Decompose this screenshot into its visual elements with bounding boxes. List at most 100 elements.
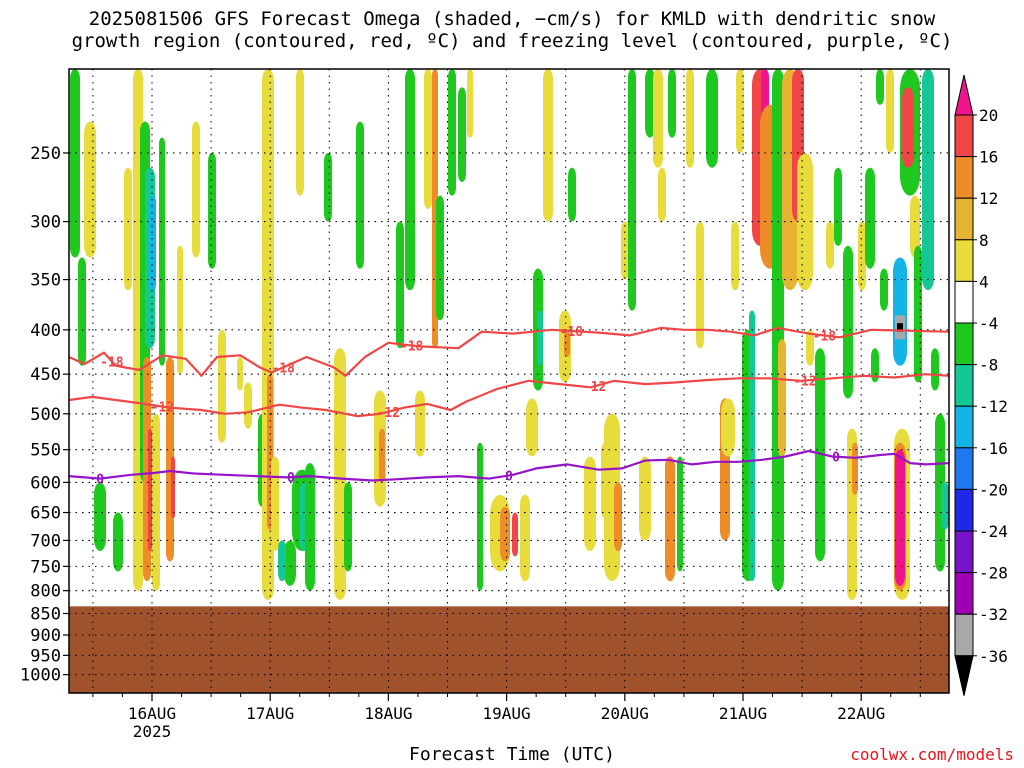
colorbar-tick-label: -28 [979, 564, 1008, 583]
colorbar-swatch [954, 197, 974, 241]
omega-patch [941, 482, 949, 530]
contour-label: -12 [583, 380, 606, 395]
omega-patch [665, 456, 675, 582]
omega-patch [124, 167, 132, 291]
omega-patch [653, 69, 663, 168]
x-tick-label: 19AUG [483, 704, 531, 723]
omega-patch [477, 442, 483, 591]
colorbar-swatch [954, 572, 974, 615]
omega-patch [628, 69, 636, 311]
omega-patch [356, 121, 364, 269]
omega-patch [271, 456, 279, 552]
omega-patch [278, 540, 286, 582]
omega-patch [113, 512, 123, 572]
y-tick-label: 250 [30, 144, 61, 164]
omega-patch [512, 512, 518, 557]
colorbar-arrow-top [954, 74, 974, 116]
below-ground-mask [69, 606, 949, 693]
contour-label: -18 [400, 339, 424, 354]
colorbar-swatch [954, 114, 974, 158]
omega-patch [520, 494, 530, 582]
contour-label: -12 [377, 406, 400, 421]
omega-patch [686, 69, 694, 168]
contour--18 [69, 326, 949, 377]
x-axis-title: Forecast Time (UTC) [409, 744, 615, 765]
colorbar-tick-label: -8 [979, 356, 998, 375]
y-tick-label: 300 [30, 213, 61, 233]
x-tick-label: 21AUG [719, 704, 767, 723]
x-axis: 16AUG 17AUG 18AUG 19AUG 20AUG 21AUG 22AUG 2025 [92, 693, 921, 741]
colorbar: 20 16 12 8 4 -4 -8 -12 -16 -20 -24 -28 -32 -36 [954, 74, 1008, 696]
omega-patch [177, 245, 183, 375]
contour-label: -12 [151, 401, 174, 416]
contour-label: 0 [96, 473, 104, 488]
omega-patch [815, 348, 825, 562]
omega-patch [645, 69, 655, 138]
colorbar-swatch [954, 364, 974, 407]
omega-patch [797, 152, 813, 291]
omega-patch [852, 442, 858, 495]
omega-patch [152, 413, 160, 591]
omega-patch [396, 221, 404, 349]
y-tick-label: 850 [30, 604, 61, 624]
omega-patch [621, 221, 629, 280]
omega-patch [706, 69, 718, 168]
colorbar-swatch [954, 322, 974, 366]
omega-patch [543, 69, 553, 222]
omega-patch [843, 245, 853, 399]
colorbar-tick-label: 8 [979, 231, 989, 250]
omega-patch [658, 167, 666, 222]
contour--12 [69, 373, 949, 418]
contour-label: -18 [100, 355, 124, 370]
chart-title-line-2: growth region (contoured, red, ºC) and f… [71, 30, 953, 52]
contour-label: -18 [560, 325, 584, 340]
omega-patch [526, 398, 538, 457]
omega-patch [893, 257, 907, 366]
omega-patch [424, 69, 432, 209]
omega-patch [78, 257, 86, 366]
contour-0 [69, 449, 949, 482]
omega-patch [858, 221, 866, 291]
colorbar-tick-label: -20 [979, 480, 1008, 499]
omega-patch [826, 221, 834, 269]
colorbar-tick-label: 20 [979, 106, 998, 125]
y-tick-label: 950 [30, 646, 61, 666]
omega-patch [159, 137, 165, 366]
omega-patch [458, 87, 466, 182]
colorbar-tick-label: -32 [979, 605, 1008, 624]
y-tick-label: 500 [30, 405, 61, 425]
chart-title-line-1: 2025081506 GFS Forecast Omega (shaded, −… [88, 8, 936, 30]
x-tick-label: 20AUG [601, 704, 649, 723]
omega-patch [296, 69, 304, 196]
omega-patch [922, 69, 934, 291]
y-tick-label: 750 [30, 557, 61, 577]
omega-patch [305, 463, 315, 591]
y-tick-label: 600 [30, 473, 61, 493]
omega-patch [895, 449, 905, 586]
contour-label: -18 [813, 329, 837, 344]
y-tick-label: 550 [30, 441, 61, 461]
site-credit[interactable]: coolwx.com/models [850, 745, 1014, 764]
omega-patch [70, 69, 80, 258]
contour-lines: -18 -18 -18 -18 -18 -12 -12 -12 -12 0 0 0 0 [69, 325, 949, 488]
colorbar-swatch [954, 613, 974, 657]
y-tick-label: 450 [30, 365, 61, 385]
contour-label: 0 [505, 469, 513, 484]
omega-patch [284, 540, 296, 586]
colorbar-swatch [954, 530, 974, 574]
omega-patch [931, 348, 939, 391]
grid-lines [69, 69, 949, 693]
y-tick-label: 1000 [20, 666, 61, 686]
omega-patch [731, 221, 739, 291]
y-tick-label: 650 [30, 504, 61, 524]
omega-patch [736, 69, 744, 153]
y-tick-label: 800 [30, 582, 61, 602]
y-axis: 2503003504004505005506006507007508008509… [20, 144, 69, 686]
omega-patch [537, 310, 543, 366]
omega-patch [467, 69, 473, 138]
colorbar-swatch [954, 280, 974, 324]
omega-patch [568, 167, 576, 222]
omega-patch [910, 195, 920, 258]
omega-patch [886, 69, 894, 153]
omega-shading [70, 69, 949, 600]
